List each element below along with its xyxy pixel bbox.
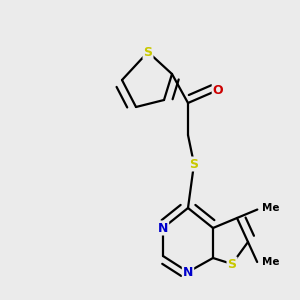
Text: N: N	[158, 221, 168, 235]
Text: O: O	[213, 83, 223, 97]
Text: Me: Me	[262, 202, 280, 212]
Text: N: N	[183, 266, 193, 278]
Text: S: S	[190, 158, 199, 170]
Text: Me: Me	[262, 257, 280, 267]
Text: S: S	[227, 257, 236, 271]
Text: S: S	[143, 46, 152, 59]
